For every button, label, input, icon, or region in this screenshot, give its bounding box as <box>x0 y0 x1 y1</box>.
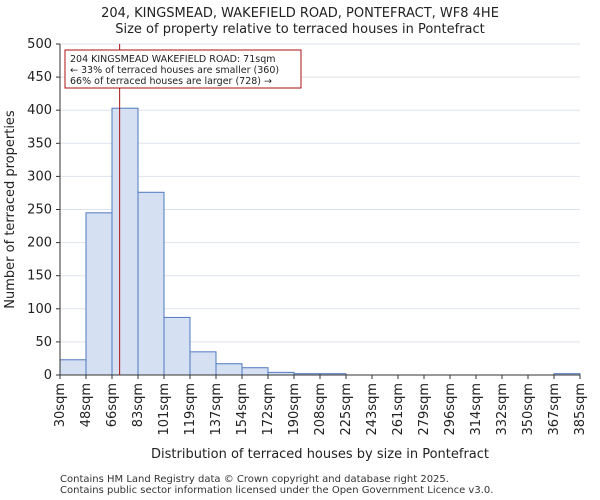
y-tick-label: 500 <box>27 37 52 52</box>
x-tick-label: 119sqm <box>183 383 198 436</box>
x-axis-label: Distribution of terraced houses by size … <box>151 447 489 462</box>
x-tick-label: 332sqm <box>495 383 510 436</box>
chart-subtitle: Size of property relative to terraced ho… <box>115 22 485 37</box>
annotation-line: 204 KINGSMEAD WAKEFIELD ROAD: 71sqm <box>70 54 275 65</box>
y-tick-label: 450 <box>27 70 52 85</box>
histogram-bar <box>85 212 113 376</box>
x-tick-label: 190sqm <box>287 383 302 436</box>
y-tick-label: 400 <box>27 103 52 118</box>
x-tick-label: 367sqm <box>547 383 562 436</box>
histogram-bar <box>215 363 243 376</box>
x-tick-label: 385sqm <box>573 383 588 436</box>
y-tick-label: 0 <box>44 368 52 383</box>
histogram-bar <box>189 351 217 376</box>
annotation-box <box>64 49 302 89</box>
footer-credit-line-2: Contains public sector information licen… <box>60 485 494 496</box>
y-tick-label: 350 <box>27 136 52 151</box>
histogram-bar <box>137 191 165 376</box>
histogram-bar <box>163 316 191 376</box>
x-tick-label: 225sqm <box>339 383 354 436</box>
y-tick-label: 150 <box>27 269 52 284</box>
x-tick-label: 243sqm <box>365 383 380 436</box>
x-tick-label: 296sqm <box>443 383 458 436</box>
x-tick-label: 137sqm <box>209 383 224 436</box>
y-tick-label: 250 <box>27 203 52 218</box>
x-tick-label: 172sqm <box>261 383 276 436</box>
x-tick-label: 83sqm <box>131 383 146 427</box>
histogram-bar <box>241 367 269 376</box>
y-axis-label: Number of terraced properties <box>3 110 18 309</box>
x-tick-label: 30sqm <box>53 383 68 427</box>
x-tick-label: 101sqm <box>157 383 172 436</box>
histogram-bar <box>111 107 139 376</box>
y-tick-label: 50 <box>35 335 52 350</box>
annotation-line: ← 33% of terraced houses are smaller (36… <box>70 65 279 76</box>
chart-title: 204, KINGSMEAD, WAKEFIELD ROAD, PONTEFRA… <box>101 6 499 21</box>
annotation-line: 66% of terraced houses are larger (728) … <box>70 76 272 87</box>
y-tick-label: 200 <box>27 236 52 251</box>
x-tick-label: 208sqm <box>313 383 328 436</box>
x-tick-label: 66sqm <box>105 383 120 427</box>
x-tick-label: 261sqm <box>391 383 406 436</box>
x-tick-label: 154sqm <box>235 383 250 436</box>
x-tick-label: 350sqm <box>521 383 536 436</box>
x-tick-label: 314sqm <box>469 383 484 436</box>
footer-credit-line-1: Contains HM Land Registry data © Crown c… <box>60 474 449 485</box>
x-tick-label: 279sqm <box>417 383 432 436</box>
histogram-bar <box>59 359 87 376</box>
y-tick-label: 100 <box>27 302 52 317</box>
y-tick-label: 300 <box>27 169 52 184</box>
x-tick-label: 48sqm <box>79 383 94 427</box>
